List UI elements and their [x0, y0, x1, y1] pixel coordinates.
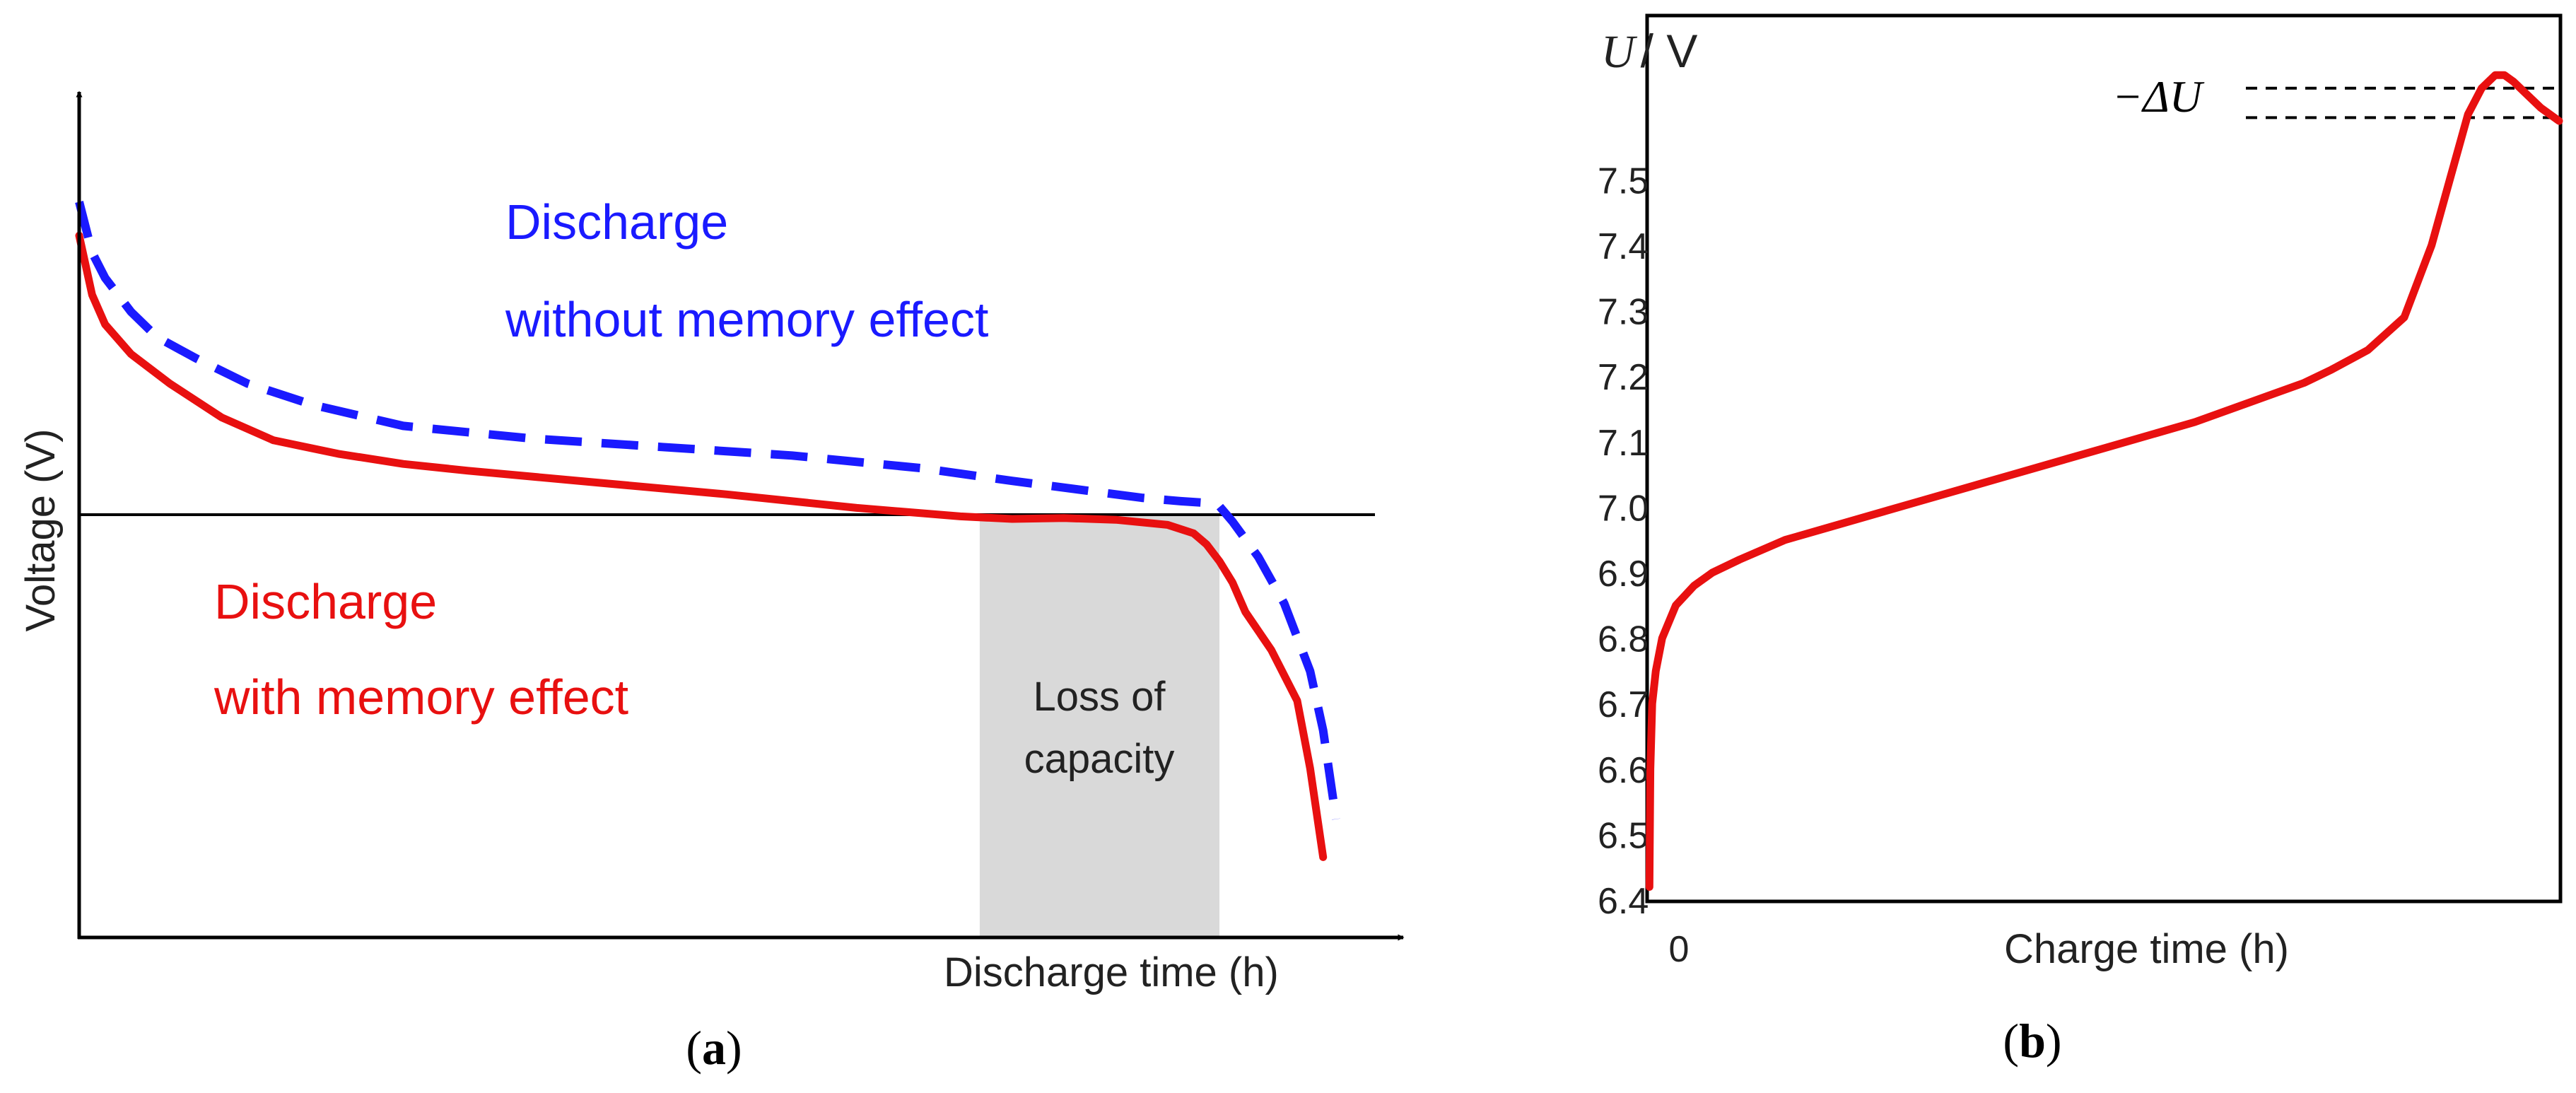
loss-of-capacity-region — [979, 515, 1220, 937]
series-line-charge-voltage — [1645, 71, 2563, 891]
y-tick-label: 6.4 — [1598, 881, 1649, 922]
series-label-red-line2: with memory effect — [213, 670, 628, 725]
y-tick-label: 7.4 — [1598, 226, 1649, 267]
loss-of-capacity-label-line2: capacity — [1024, 736, 1175, 782]
loss-of-capacity-label-line1: Loss of — [1034, 674, 1166, 720]
y-tick-label: 7.5 — [1598, 160, 1649, 201]
y-axis-label: U / V — [1601, 25, 1697, 78]
plot-frame — [1645, 13, 2563, 904]
y-tick-label: 6.9 — [1598, 554, 1649, 595]
x-axis-label: Charge time (h) — [2004, 926, 2289, 972]
y-tick-label: 6.7 — [1598, 684, 1649, 725]
series-label-blue-line1: Discharge — [505, 194, 728, 250]
x-axis-label: Discharge time (h) — [944, 949, 1279, 995]
panel-caption-b: (b) — [2003, 1014, 2061, 1068]
series-label-blue-line2: without memory effect — [505, 292, 988, 347]
caption-letter-b: b — [2019, 1014, 2046, 1068]
caption-letter-a: a — [702, 1021, 726, 1075]
x-tick-label-0: 0 — [1669, 929, 1690, 970]
series-line-without-memory-effect — [75, 201, 1340, 820]
y-tick-labels: 6.4 6.5 6.6 6.7 6.8 6.9 7.0 7.1 7.2 7.3 7.4 7.5 — [1598, 160, 1649, 922]
y-tick-label: 6.5 — [1598, 815, 1649, 856]
delta-u-marker-lines — [2246, 86, 2555, 119]
series-label-red-line1: Discharge — [214, 574, 437, 629]
delta-u-label: −ΔU — [2112, 71, 2205, 122]
y-tick-label: 7.3 — [1598, 292, 1649, 333]
panel-a-discharge-chart: Discharge without memory effect Discharg… — [18, 90, 1405, 1075]
series-line-with-memory-effect — [75, 231, 1328, 861]
panel-caption-a: (a) — [686, 1021, 742, 1075]
y-axis-label: Voltage (V) — [18, 429, 64, 632]
y-axis-unit: / V — [1641, 25, 1698, 77]
y-tick-label: 7.1 — [1598, 423, 1649, 464]
y-axis-symbol: U — [1601, 26, 1638, 78]
y-tick-label: 7.2 — [1598, 357, 1649, 398]
panel-b-charge-chart: 6.4 6.5 6.6 6.7 6.8 6.9 7.0 7.1 7.2 7.3 7.4 7.5 −ΔU… — [1598, 13, 2563, 1068]
y-tick-label: 6.8 — [1598, 619, 1649, 660]
y-tick-label: 7.0 — [1598, 488, 1649, 529]
y-tick-label: 6.6 — [1598, 750, 1649, 791]
